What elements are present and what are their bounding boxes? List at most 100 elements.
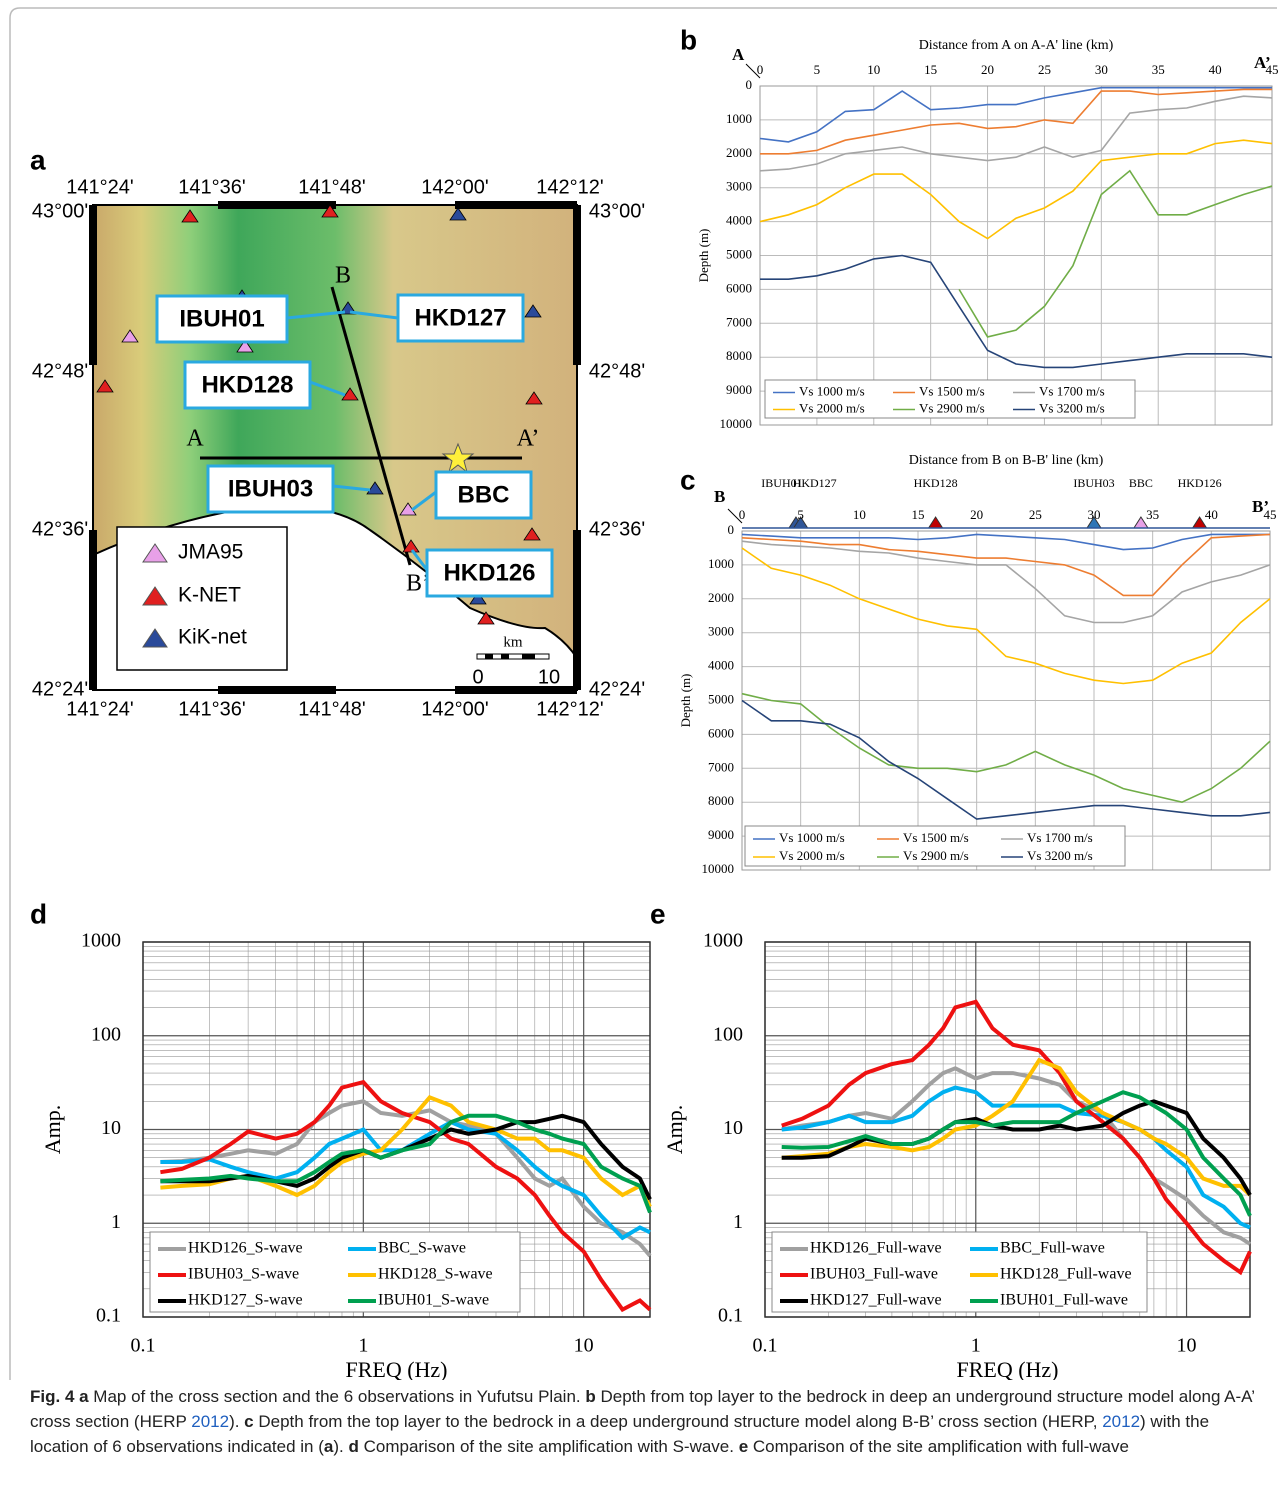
legend-label: K-NET bbox=[178, 584, 241, 607]
station-label: HKD128 bbox=[201, 371, 293, 398]
lat-label: 43°00' bbox=[32, 200, 88, 222]
x-axis-label: FREQ (Hz) bbox=[345, 1357, 447, 1380]
x-tick-label: 0.1 bbox=[131, 1335, 156, 1357]
panel-label: a bbox=[30, 144, 46, 175]
legend-label: HKD126_S-wave bbox=[188, 1240, 303, 1257]
y-tick-label: 10000 bbox=[720, 416, 753, 431]
legend-label: Vs 3200 m/s bbox=[1027, 848, 1093, 863]
legend-label: JMA95 bbox=[178, 541, 243, 564]
caption-text: a bbox=[324, 1437, 333, 1456]
series-line bbox=[760, 96, 1272, 171]
section-end-label: B bbox=[714, 487, 725, 506]
y-tick-label: 100 bbox=[91, 1023, 121, 1045]
caption: Fig. 4 a Map of the cross section and th… bbox=[30, 1384, 1265, 1459]
y-tick-label: 10 bbox=[723, 1117, 743, 1139]
legend-label: Vs 1500 m/s bbox=[919, 383, 985, 398]
chart bbox=[746, 64, 1272, 425]
legend-label: IBUH01_Full-wave bbox=[1000, 1292, 1128, 1309]
station-label: BBC bbox=[458, 481, 510, 508]
y-tick-label: 1000 bbox=[708, 556, 734, 571]
legend-label: HKD127_S-wave bbox=[188, 1292, 303, 1309]
y-tick-label: 0.1 bbox=[718, 1305, 743, 1327]
legend-label: HKD127_Full-wave bbox=[810, 1292, 942, 1309]
x-tick-label: 0 bbox=[739, 507, 746, 522]
y-tick-label: 0 bbox=[746, 77, 753, 92]
x-tick-label: 1 bbox=[971, 1335, 981, 1357]
x-tick-label: 10 bbox=[1177, 1335, 1197, 1357]
y-tick-label: 3000 bbox=[726, 179, 752, 194]
series-line bbox=[742, 701, 1270, 820]
lon-label: 141°24' bbox=[66, 176, 133, 198]
legend-label: Vs 1000 m/s bbox=[799, 383, 865, 398]
caption-text[interactable]: 2012 bbox=[1102, 1412, 1140, 1431]
lat-label: 42°24' bbox=[589, 678, 645, 700]
x-tick-label: 0 bbox=[757, 62, 764, 77]
chart bbox=[728, 509, 1270, 870]
axis-title: Distance from B on B-B' line (km) bbox=[909, 453, 1104, 468]
scale-bar bbox=[477, 654, 549, 659]
lat-label: 42°24' bbox=[32, 678, 88, 700]
y-tick-label: 100 bbox=[713, 1023, 743, 1045]
section-label: A bbox=[186, 426, 204, 452]
legend-label: KiK-net bbox=[178, 626, 247, 649]
lat-label: 42°48' bbox=[32, 360, 88, 382]
y-tick-label: 2000 bbox=[726, 145, 752, 160]
legend-label: IBUH01_S-wave bbox=[378, 1292, 489, 1309]
series-line bbox=[760, 88, 1272, 142]
caption-text: Comparison of the site amplification wit… bbox=[748, 1437, 1129, 1456]
caption-text: Depth from the top layer to the bedrock … bbox=[254, 1412, 1103, 1431]
y-axis-label: Depth (m) bbox=[678, 674, 693, 728]
series-line bbox=[959, 171, 1272, 337]
panel-label: b bbox=[680, 24, 697, 55]
x-tick-label: 25 bbox=[1029, 507, 1042, 522]
x-tick-label: 15 bbox=[912, 507, 925, 522]
caption-text: b bbox=[585, 1387, 595, 1406]
x-tick-label: 30 bbox=[1095, 62, 1108, 77]
station-label: IBUH03 bbox=[1073, 476, 1114, 490]
y-tick-label: 6000 bbox=[726, 280, 752, 295]
lon-label: 142°12' bbox=[536, 698, 603, 720]
x-tick-label: 5 bbox=[797, 507, 804, 522]
station-label: HKD126 bbox=[1178, 476, 1222, 490]
legend-label: HKD128_Full-wave bbox=[1000, 1266, 1132, 1283]
x-tick-label: 25 bbox=[1038, 62, 1051, 77]
legend-label: HKD128_S-wave bbox=[378, 1266, 493, 1283]
lon-label: 141°36' bbox=[178, 698, 245, 720]
legend-label: Vs 2900 m/s bbox=[919, 400, 985, 415]
series-line bbox=[742, 694, 1270, 803]
lon-label: 141°48' bbox=[298, 698, 365, 720]
section-end-label: B’ bbox=[1252, 497, 1269, 516]
x-tick-label: 10 bbox=[574, 1335, 594, 1357]
legend-label: Vs 1700 m/s bbox=[1039, 383, 1105, 398]
series-line bbox=[760, 256, 1272, 368]
y-tick-label: 1000 bbox=[703, 930, 743, 952]
station-label: HKD128 bbox=[914, 476, 958, 490]
caption-text: c bbox=[244, 1412, 253, 1431]
x-tick-label: 15 bbox=[924, 62, 937, 77]
section-end-label: A’ bbox=[1254, 53, 1271, 72]
y-tick-label: 1 bbox=[733, 1211, 743, 1233]
station-marker bbox=[929, 517, 943, 528]
caption-text: d bbox=[348, 1437, 358, 1456]
lat-label: 42°36' bbox=[589, 518, 645, 540]
x-axis-label: FREQ (Hz) bbox=[956, 1357, 1058, 1380]
caption-text: ). bbox=[333, 1437, 348, 1456]
panel-label: e bbox=[650, 898, 666, 929]
caption-text: Comparison of the site amplification wit… bbox=[359, 1437, 739, 1456]
x-tick-label: 20 bbox=[970, 507, 983, 522]
series-line bbox=[742, 548, 1270, 684]
y-axis-label: Depth (m) bbox=[696, 229, 711, 283]
caption-text[interactable]: 2012 bbox=[191, 1412, 229, 1431]
y-tick-label: 4000 bbox=[726, 213, 752, 228]
y-tick-label: 8000 bbox=[726, 348, 752, 363]
y-tick-label: 0 bbox=[728, 522, 735, 537]
axis-title: Distance from A on A-A' line (km) bbox=[919, 38, 1114, 53]
y-tick-label: 2000 bbox=[708, 590, 734, 605]
legend-label: Vs 2000 m/s bbox=[779, 848, 845, 863]
y-tick-label: 9000 bbox=[708, 827, 734, 842]
station-label: HKD127 bbox=[793, 476, 837, 490]
section-label: A’ bbox=[517, 426, 540, 452]
legend-label: Vs 3200 m/s bbox=[1039, 400, 1105, 415]
station-label: HKD127 bbox=[414, 304, 506, 331]
y-tick-label: 9000 bbox=[726, 382, 752, 397]
